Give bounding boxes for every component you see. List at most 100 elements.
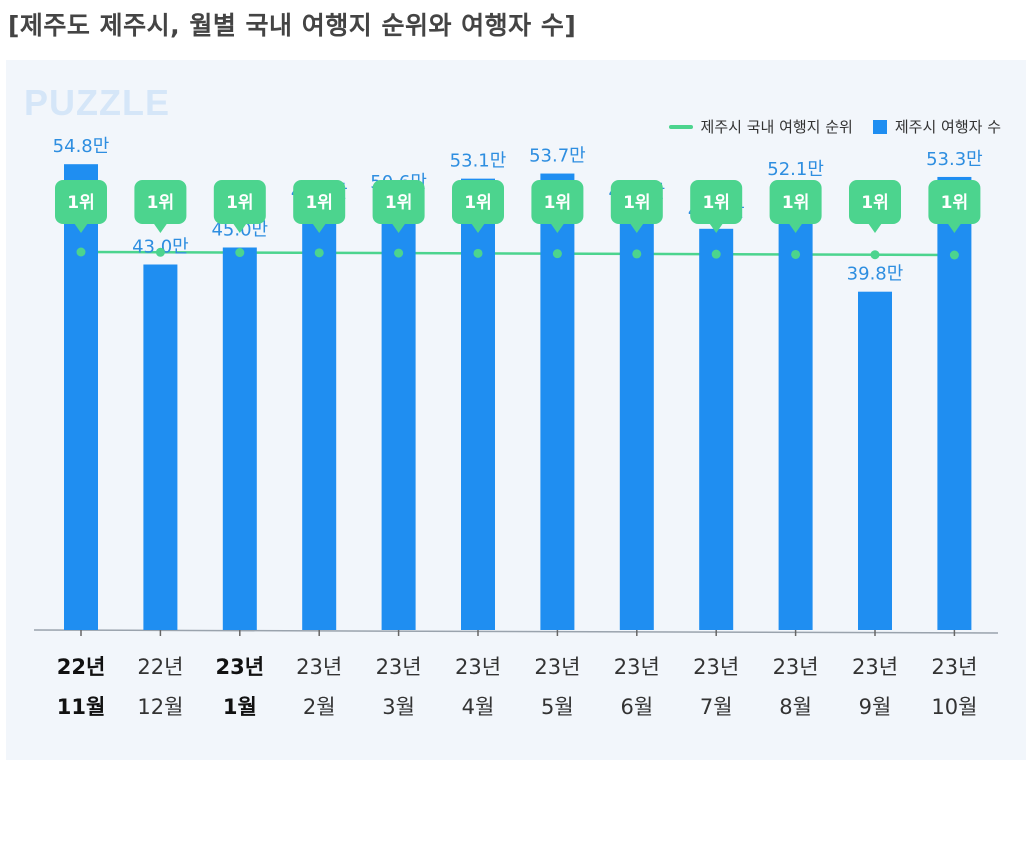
bar (143, 264, 178, 630)
rank-bubble-pointer (471, 223, 485, 233)
x-tick-label-year: 23년 (773, 655, 819, 679)
bar (540, 173, 575, 631)
x-tick-label-month: 1월 (223, 695, 257, 719)
bar (778, 187, 813, 630)
rank-bubble (769, 180, 822, 224)
rank-label: 1위 (305, 193, 332, 213)
legend-square-icon (872, 119, 887, 134)
rank-line (80, 250, 955, 257)
bar (937, 176, 972, 630)
rank-label: 1위 (385, 193, 412, 213)
rank-bubble-pointer (947, 223, 962, 233)
x-tick-label-year: 23년 (931, 655, 977, 679)
x-tick-label-year: 23년 (852, 655, 898, 679)
rank-point (394, 248, 404, 258)
bar-value-label: 53.1만 (450, 151, 507, 172)
rank-bubble (610, 180, 663, 224)
rank-bubble-pointer (153, 223, 168, 233)
x-tick-label-month: 9월 (859, 695, 892, 719)
x-tick-label-month: 3월 (382, 695, 415, 719)
legend-visitors-label: 제주시 여행자 수 (894, 118, 1001, 136)
rank-label: 1위 (464, 193, 491, 213)
bar (619, 210, 654, 630)
rank-bubble-pointer (788, 223, 803, 233)
rank-label: 1위 (782, 193, 809, 213)
rank-point (235, 248, 245, 258)
rank-bubble (55, 180, 107, 224)
rank-label: 1위 (623, 193, 650, 213)
rank-bubble (372, 180, 425, 224)
bar (381, 199, 416, 630)
rank-point (791, 249, 801, 259)
rank-label: 1위 (941, 193, 968, 213)
bar-value-label: 43.0만 (132, 237, 189, 258)
rank-label: 1위 (544, 193, 571, 213)
rank-label: 1위 (147, 193, 174, 213)
bar-value-label: 53.3만 (926, 149, 983, 170)
rank-bubble (213, 180, 266, 224)
x-tick-label-month: 7월 (700, 695, 733, 719)
x-tick-label-month: 2월 (303, 695, 336, 719)
rank-label: 1위 (702, 193, 729, 213)
x-tick-label-year: 23년 (534, 655, 580, 679)
rank-bubble (928, 180, 981, 224)
rank-bubble (849, 180, 901, 224)
x-tick-label-year: 23년 (376, 655, 422, 679)
bar (302, 210, 337, 630)
puzzle-logo: PUZZLE (24, 82, 170, 123)
page-title: [제주도 제주시, 월별 국내 여행지 순위와 여행자 수] (8, 11, 577, 40)
x-tick-label-month: 10월 (931, 695, 977, 719)
bar-value-label: 52.1만 (767, 159, 824, 180)
bar (699, 228, 734, 631)
legend-rank-label: 제주시 국내 여행지 순위 (700, 118, 853, 136)
rank-bubble-pointer (74, 223, 88, 233)
x-tick-label-month: 6월 (620, 695, 653, 719)
bar-value-label: 53.7만 (529, 146, 586, 167)
bar (858, 291, 892, 630)
legend: 제주시 국내 여행지 순위 제주시 여행자 수 (668, 116, 1001, 137)
bar-value-label: 54.8만 (53, 136, 110, 157)
legend-line-icon (668, 124, 693, 129)
bar-value-label: 39.8만 (847, 264, 904, 285)
bar (222, 247, 257, 630)
x-tick-label-month: 5월 (541, 695, 574, 719)
rank-point (632, 249, 642, 259)
rank-bubble-pointer (391, 223, 406, 233)
x-tick-label-month: 12월 (137, 695, 183, 719)
rank-point (314, 248, 324, 258)
x-tick-label-year: 23년 (693, 655, 739, 679)
rank-point (949, 250, 959, 260)
rank-bubble-pointer (709, 223, 724, 233)
rank-label: 1위 (861, 193, 888, 213)
rank-bubble-pointer (868, 223, 882, 233)
rank-bubble-pointer (232, 223, 247, 233)
rank-label: 1위 (226, 193, 253, 213)
x-tick-label-year: 23년 (296, 655, 342, 679)
rank-point (155, 247, 165, 257)
rank-point (711, 249, 721, 259)
legend-item-visitors: 제주시 여행자 수 (872, 116, 1001, 137)
x-axis-line (33, 629, 999, 634)
x-tick-label-year: 22년 (57, 655, 106, 679)
rank-bubble (134, 180, 187, 224)
rank-label: 1위 (67, 193, 94, 213)
rank-point (473, 248, 483, 258)
x-tick-label-month: 11월 (57, 695, 106, 719)
x-tick-label-year: 22년 (137, 655, 183, 679)
x-tick-label-year: 23년 (216, 655, 265, 679)
rank-point (76, 247, 86, 257)
rank-point (870, 250, 880, 260)
x-tick-label-month: 4월 (462, 695, 495, 719)
x-tick-label-year: 23년 (614, 655, 660, 679)
bar (64, 164, 98, 630)
rank-bubble (293, 180, 346, 224)
legend-item-rank: 제주시 국내 여행지 순위 (668, 116, 853, 137)
rank-bubble (690, 180, 743, 224)
rank-bubble-pointer (312, 223, 327, 233)
rank-bubble-pointer (629, 223, 644, 233)
x-tick-label-month: 8월 (779, 695, 812, 719)
bar (461, 178, 495, 630)
rank-bubble (452, 180, 504, 224)
rank-point (552, 249, 562, 259)
